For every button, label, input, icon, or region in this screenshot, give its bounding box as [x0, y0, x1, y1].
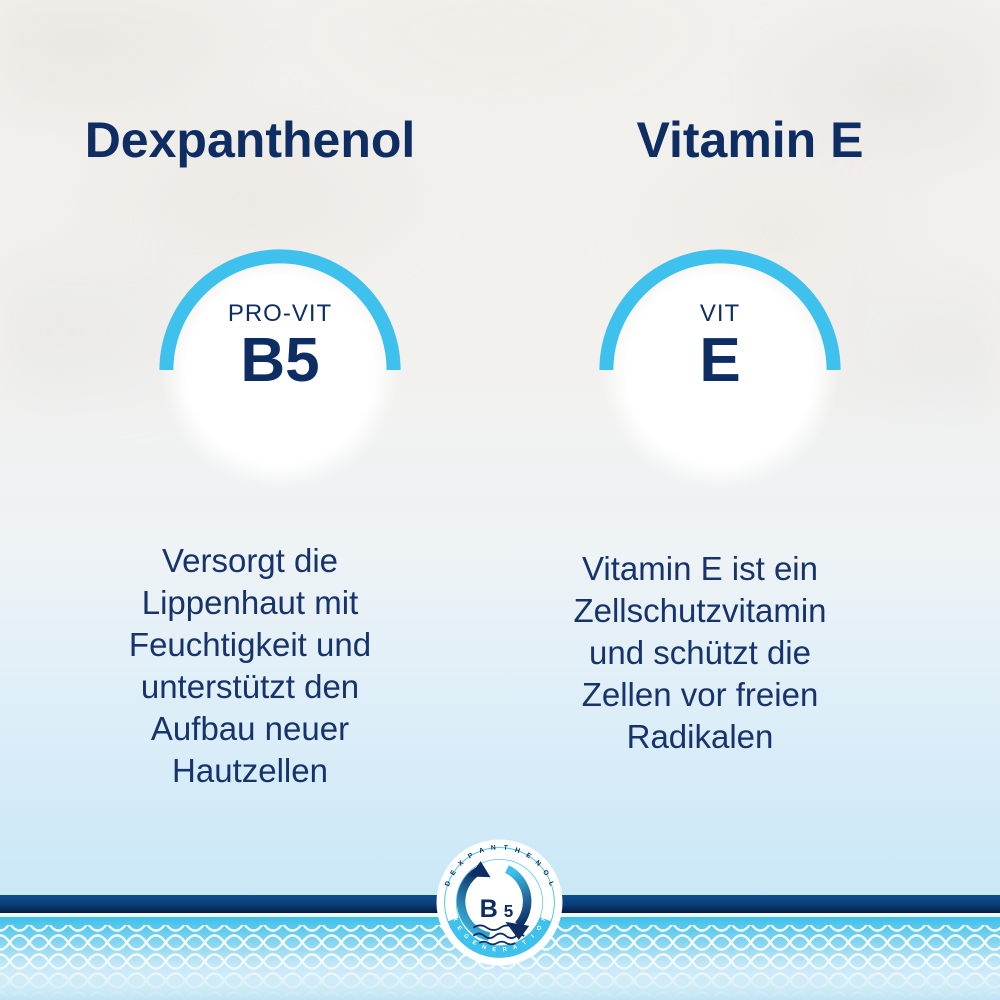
svg-text:5: 5 [503, 902, 513, 921]
svg-text:B: B [479, 895, 497, 923]
svg-text:E: E [491, 947, 496, 953]
svg-text:N: N [490, 844, 496, 852]
